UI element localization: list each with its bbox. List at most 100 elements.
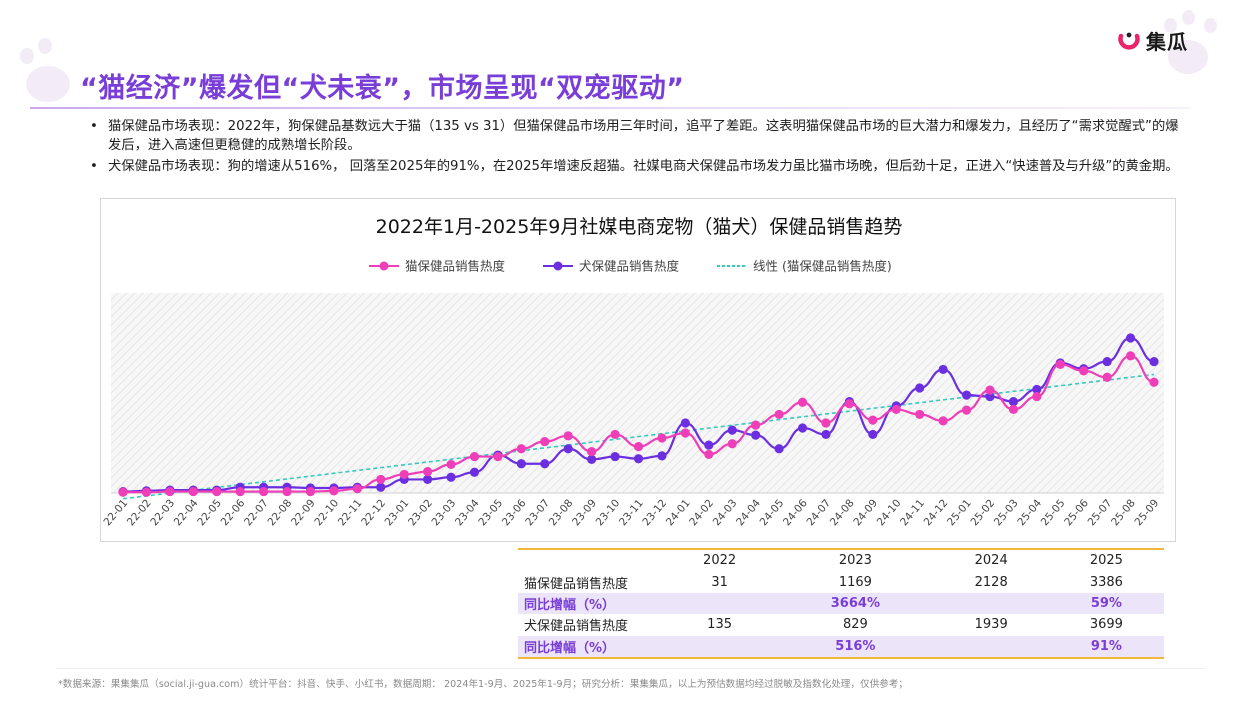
cat-series-point xyxy=(282,486,292,497)
cat-series-point xyxy=(493,451,503,462)
cat-series-point xyxy=(1055,359,1065,370)
cat-series-point xyxy=(258,486,269,497)
trend-chart-svg: 2022年1月-2025年9月社媒电商宠物（猫犬）保健品销售趋势猫保健品销售热度… xyxy=(101,216,1164,528)
paw-decoration-left xyxy=(26,66,70,102)
x-tick-label: 24-11 xyxy=(898,497,927,528)
table-cell: 135 xyxy=(707,617,732,633)
x-tick-label: 22-02 xyxy=(125,497,154,528)
page-title: “猫经济”爆发但“犬未衰”，市场呈现“双宠驱动” xyxy=(80,73,685,104)
x-tick-label: 24-02 xyxy=(687,497,716,528)
cat-series-point xyxy=(1102,372,1112,382)
dog-series-point xyxy=(1102,356,1112,367)
row-label: 同比增幅（%） xyxy=(518,635,662,658)
dog-series-point xyxy=(915,383,925,393)
cat-series-point xyxy=(797,397,808,407)
x-tick-label: 23-05 xyxy=(476,497,505,528)
dog-series-point xyxy=(657,451,667,461)
legend-label: 猫保健品销售热度 xyxy=(405,259,506,274)
cat-series-point xyxy=(844,399,854,409)
table-row-dog-sales: 犬保健品销售热度 135 829 1939 3699 xyxy=(518,614,1164,635)
x-tick-label: 22-11 xyxy=(336,497,365,528)
dog-series-point xyxy=(469,467,480,477)
legend-label: 犬保健品销售热度 xyxy=(579,259,680,274)
cat-series-point xyxy=(118,487,128,497)
x-tick-label: 24-10 xyxy=(875,497,904,528)
paw-decoration-right-toe xyxy=(1182,10,1195,25)
table-row-dog-yoy: 同比增幅（%） 516% 91% xyxy=(518,635,1164,658)
x-tick-label: 25-08 xyxy=(1109,497,1138,528)
brand-name: 集瓜 xyxy=(1146,30,1188,54)
dog-series-point xyxy=(423,474,433,485)
x-tick-label: 24-04 xyxy=(734,497,763,528)
footnote-divider xyxy=(56,668,1206,669)
legend-swatch-marker xyxy=(553,261,563,271)
cat-series-point xyxy=(376,474,386,485)
chart-title: 2022年1月-2025年9月社媒电商宠物（猫犬）保健品销售趋势 xyxy=(376,216,903,238)
x-tick-label: 23-06 xyxy=(500,497,529,528)
x-tick-label: 23-09 xyxy=(570,497,599,528)
x-tick-label: 23-10 xyxy=(594,497,623,528)
x-tick-label: 25-01 xyxy=(945,497,974,528)
row-label: 犬保健品销售热度 xyxy=(524,619,629,635)
table-cell: 31 xyxy=(711,574,728,590)
dog-series-point xyxy=(985,391,995,402)
x-tick-label: 23-03 xyxy=(430,497,459,528)
cat-series-point xyxy=(1008,404,1019,415)
table-row-cat-sales: 猫保健品销售热度 31 1169 2128 3386 xyxy=(518,571,1164,592)
x-tick-label: 25-03 xyxy=(992,497,1021,528)
x-tick-label: 23-08 xyxy=(547,497,576,528)
dog-series-point xyxy=(376,482,386,492)
legend-item: 猫保健品销售热度 xyxy=(369,259,506,274)
table-cell: 3386 xyxy=(1089,574,1123,590)
cat-series-point xyxy=(1149,377,1159,387)
paw-decoration-right xyxy=(1168,40,1208,74)
brand-logo: 集瓜 xyxy=(1118,26,1188,55)
cat-series-point xyxy=(751,420,761,430)
cat-series-point xyxy=(165,486,175,497)
x-tick-label: 23-12 xyxy=(640,497,669,528)
cat-series-point xyxy=(305,486,316,497)
x-tick-label: 22-06 xyxy=(219,497,248,528)
cat-series-point xyxy=(1125,351,1136,361)
x-tick-label: 22-05 xyxy=(195,497,224,528)
dog-series-point xyxy=(797,423,808,433)
dog-series-point xyxy=(587,454,597,465)
cat-series-point xyxy=(891,404,901,415)
dog-series-point xyxy=(1125,333,1136,343)
dog-series-point xyxy=(961,390,972,400)
table-header-2024: 2024 xyxy=(974,553,1008,569)
cat-series-point xyxy=(329,486,339,496)
x-tick-label: 24-03 xyxy=(711,497,740,528)
table-cell xyxy=(662,592,778,615)
cat-series-point xyxy=(610,429,620,440)
bullet-dog-insight: 犬保健品市场表现：狗的增速从516%， 回落至2025年的91%，在2025年增… xyxy=(90,158,1190,177)
cat-series-point xyxy=(212,486,222,497)
cat-series-point xyxy=(188,486,198,497)
table-cell: 91% xyxy=(1048,635,1164,658)
cat-series-point xyxy=(868,415,878,425)
x-tick-label: 24-06 xyxy=(781,497,810,528)
cat-series-point xyxy=(1079,366,1089,376)
x-tick-label: 22-07 xyxy=(242,497,271,528)
title-divider xyxy=(30,107,1190,109)
x-tick-label: 24-12 xyxy=(922,497,951,528)
table-cell xyxy=(662,635,778,658)
bullet-cat-insight: 猫保健品市场表现：2022年，狗保健品基数远大于猫（135 vs 31）但猫保健… xyxy=(90,118,1190,155)
table-cell: 2128 xyxy=(974,574,1008,590)
x-tick-label: 25-09 xyxy=(1132,497,1161,528)
dog-series-point xyxy=(1008,396,1019,407)
x-tick-label: 23-01 xyxy=(383,497,412,528)
dog-series-point xyxy=(540,459,550,469)
table-cell: 1169 xyxy=(838,574,872,590)
x-tick-label: 24-01 xyxy=(664,497,693,528)
cat-series-point xyxy=(633,441,644,452)
dog-series-point xyxy=(1032,384,1042,395)
paw-decoration-left-toe xyxy=(20,48,34,64)
legend-label: 线性 (猫保健品销售热度) xyxy=(753,259,892,274)
table-row-cat-yoy: 同比增幅（%） 3664% 59% xyxy=(518,592,1164,615)
brand-logo-icon xyxy=(1118,32,1140,50)
table-header-row: 2022 2023 2024 2025 xyxy=(518,549,1164,571)
dog-series-point xyxy=(1149,356,1159,367)
paw-decoration-right-toe xyxy=(1164,18,1177,33)
x-tick-label: 22-03 xyxy=(148,497,177,528)
